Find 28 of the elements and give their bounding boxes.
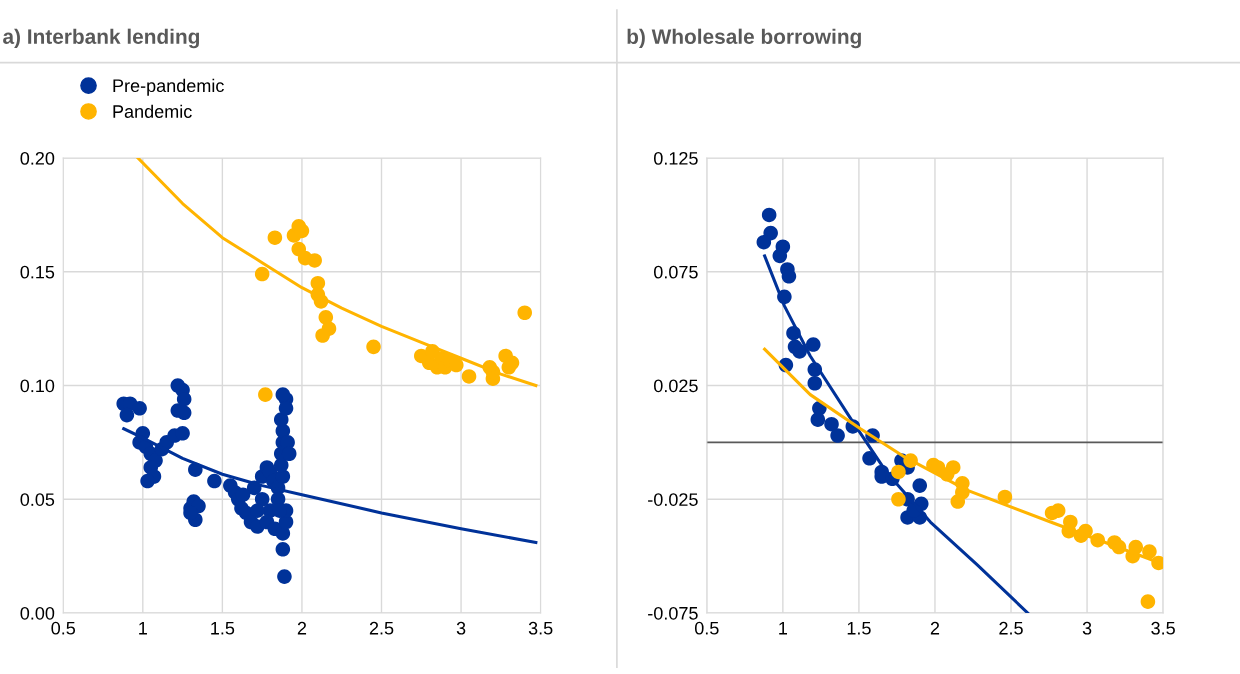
x-tick-label: 3 <box>456 621 466 635</box>
x-tick-label: 2.5 <box>369 621 394 635</box>
y-tick-label: -0.025 <box>648 493 698 506</box>
y-tick-label: 0.075 <box>653 265 698 279</box>
y-tick-label: -0.075 <box>648 606 698 620</box>
y-tick-label: 0.05 <box>20 493 55 506</box>
y-tick-label: 0.025 <box>653 379 698 393</box>
x-tick-label: 0.5 <box>694 621 719 635</box>
x-tick-label: 1.5 <box>211 622 235 635</box>
legend-label: Pre-pandemic <box>113 78 224 96</box>
y-tick-label: 0.00 <box>20 606 55 620</box>
x-tick-label: 3.5 <box>528 621 553 635</box>
x-tick-label: 1 <box>779 622 787 635</box>
x-tick-label: 2.5 <box>999 621 1023 635</box>
y-tick-label: 0.15 <box>20 265 55 279</box>
x-tick-label: 3.5 <box>1151 621 1175 635</box>
x-tick-label: 2 <box>297 621 307 635</box>
x-tick-label: 0.5 <box>51 621 76 635</box>
x-tick-label: 2 <box>930 621 940 635</box>
x-tick-label: 3 <box>1082 621 1092 635</box>
legend-label: Pandemic <box>113 104 192 118</box>
chart-title: b) Wholesale borrowing <box>627 28 861 49</box>
x-tick-label: 1 <box>139 622 147 635</box>
y-tick-label: 0.20 <box>20 151 55 165</box>
y-tick-label: 0.10 <box>20 379 55 393</box>
y-tick-label: 0.125 <box>653 151 698 165</box>
chart-title: a) Interbank lending <box>3 28 200 49</box>
x-tick-label: 1.5 <box>847 622 871 635</box>
